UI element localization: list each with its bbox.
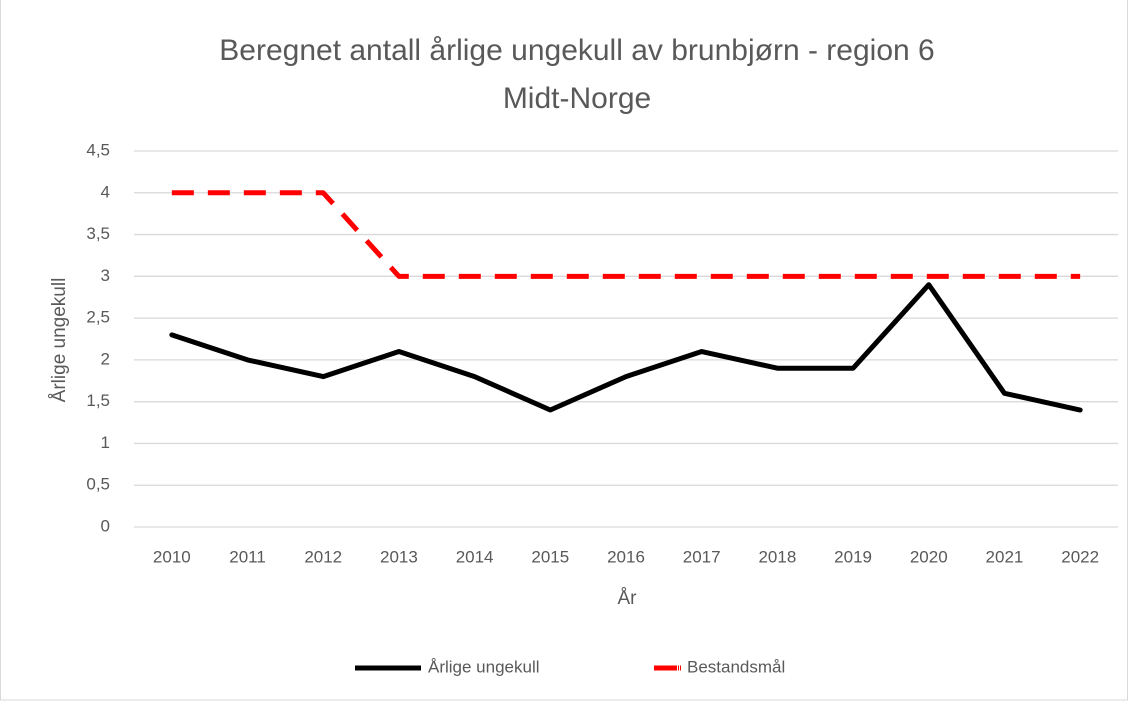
x-tick-label: 2011: [229, 547, 266, 566]
x-tick-label: 2012: [304, 547, 342, 566]
x-tick-label: 2016: [607, 547, 645, 566]
x-tick-label: 2021: [986, 547, 1024, 566]
x-tick-label: 2013: [380, 547, 418, 566]
y-tick-label: 2,5: [86, 308, 110, 327]
data-line: [171, 190, 1081, 279]
x-tick-label: 2018: [758, 547, 796, 566]
y-axis-label: Årlige ungekull: [49, 278, 70, 403]
chart-title: Beregnet antall årlige ungekull av brunb…: [219, 34, 934, 67]
x-tick-label: 2022: [1061, 547, 1099, 566]
y-tick-label: 3: [101, 266, 110, 285]
y-tick-label: 0: [101, 516, 110, 535]
y-tick-label: 0,5: [86, 475, 110, 494]
legend-label: Bestandsmål: [687, 657, 785, 676]
x-tick-label: 2010: [153, 547, 191, 566]
x-tick-label: 2014: [456, 547, 494, 566]
y-tick-label: 4,5: [86, 140, 110, 159]
y-tick-label: 3,5: [86, 224, 110, 243]
chart-title: Midt-Norge: [503, 82, 651, 115]
data-line: [169, 282, 1083, 413]
y-tick-label: 2: [101, 349, 110, 368]
x-tick-label: 2020: [910, 547, 948, 566]
y-tick-label: 1: [101, 433, 110, 452]
x-tick-label: 2015: [531, 547, 569, 566]
legend-label: Årlige ungekull: [428, 657, 540, 676]
x-tick-label: 2017: [683, 547, 721, 566]
x-tick-label: 2019: [834, 547, 872, 566]
x-axis-label: År: [618, 588, 638, 609]
y-tick-label: 4: [101, 182, 110, 201]
y-tick-label: 1,5: [86, 391, 110, 410]
